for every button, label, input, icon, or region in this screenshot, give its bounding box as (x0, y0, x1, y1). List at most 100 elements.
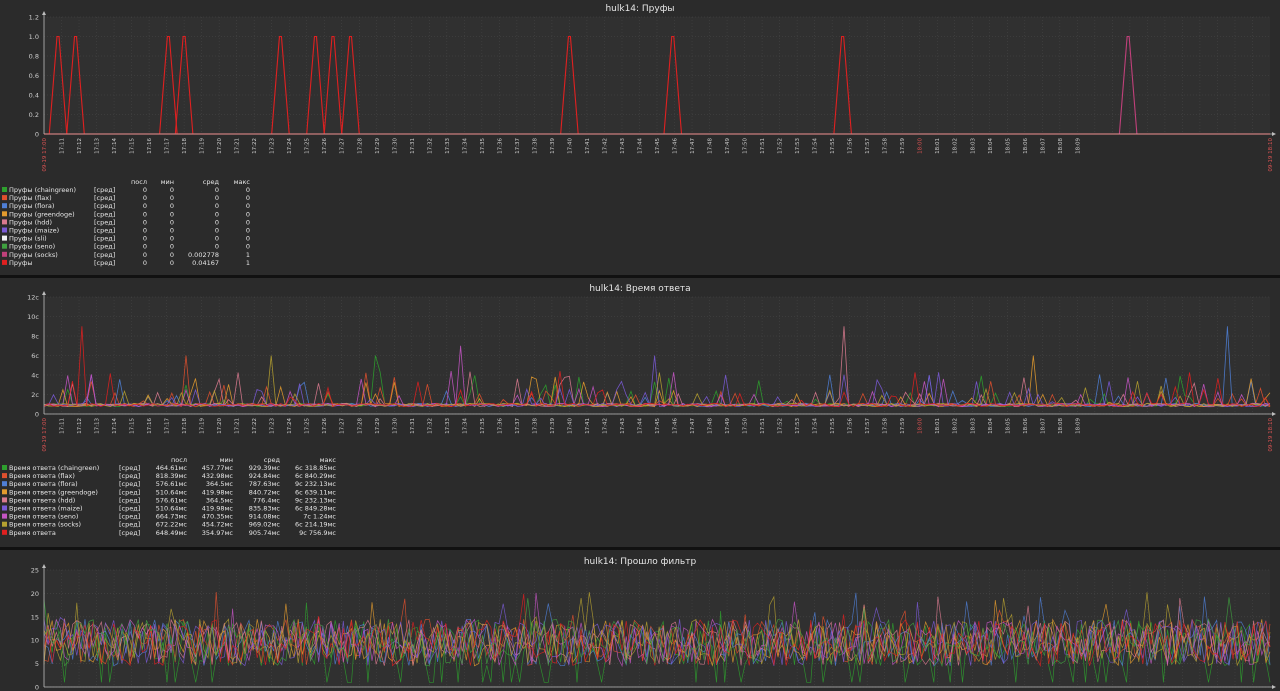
legend-stat: 0 (215, 243, 219, 251)
legend-stat: 672.22мс (156, 521, 188, 529)
x-tick-label: 17:33 (445, 418, 451, 434)
legend-stat: 0 (143, 243, 147, 251)
legend-series-name: Пруфы (sli) (9, 235, 47, 243)
x-tick-label: 17:15 (130, 418, 136, 434)
legend-stat: 787.63мс (249, 480, 281, 488)
legend-stat: 0 (143, 210, 147, 218)
legend-aggregate: [сред] (119, 472, 140, 480)
axes (42, 291, 1276, 416)
legend-stat: 0 (170, 259, 174, 267)
y-tick-label: 0.2 (29, 111, 39, 119)
legend-stat: 0 (246, 227, 250, 235)
spike (174, 35, 194, 135)
series-lines (43, 591, 1271, 683)
legend-stat: 364.5мс (206, 496, 234, 504)
legend-series-name: Пруфы (socks) (9, 251, 58, 259)
spike (341, 35, 360, 135)
series-line (43, 355, 1271, 408)
x-tick-label: 17:49 (725, 138, 731, 154)
legend-stat: 0 (215, 186, 219, 194)
legend-stat: 364.5мс (206, 480, 234, 488)
legend-swatch (2, 473, 7, 479)
y-tick-label: 1.0 (29, 33, 39, 41)
x-tick-label: 17:35 (480, 418, 486, 434)
y-tick-label: 0 (35, 411, 39, 419)
x-tick-label: 17:30 (392, 418, 398, 434)
x-tick-label: 17:53 (795, 418, 801, 434)
y-tick-label: 10 (31, 637, 39, 645)
legend-aggregate: [сред] (119, 480, 140, 488)
spike (560, 35, 579, 135)
x-tick-label: 17:23 (270, 138, 276, 154)
x-tick-label: 17:19 (200, 138, 206, 154)
legend-swatch (2, 465, 7, 470)
legend-stat: 419.98мс (202, 488, 234, 496)
x-tick-label: 17:56 (848, 418, 854, 434)
legend-stat: 0 (215, 227, 219, 235)
x-tick-label: 17:22 (252, 138, 258, 154)
legend-stat: 0 (246, 235, 250, 243)
x-tick-label: 18:09 (1075, 418, 1081, 434)
x-axis-arrow (1272, 685, 1276, 689)
x-tick-label: 17:31 (410, 138, 416, 154)
legend-stat: 9c 756.9мс (299, 529, 336, 537)
legend-stat: 0 (143, 186, 147, 194)
x-tick-label: 17:23 (270, 418, 276, 434)
x-tick-label: 18:04 (988, 138, 994, 154)
legend-stat: 7c 1.24мс (303, 513, 336, 521)
legend-swatch (2, 529, 7, 535)
x-tick-label: 17:50 (743, 418, 749, 434)
y-tick-label: 10c (27, 313, 39, 321)
x-tick-label: 17:46 (673, 138, 679, 154)
legend-series-name: Время ответа (chaingreen) (9, 464, 99, 472)
x-tick-label: 17:26 (322, 418, 328, 434)
legend-series-name: Время ответа (flora) (9, 480, 78, 488)
x-tick-label: 17:35 (480, 138, 486, 154)
x-tick-label: 17:37 (515, 138, 521, 154)
axes (42, 11, 1276, 136)
legend-stat: 924.84мс (249, 472, 281, 480)
legend: посл мин сред макс Время ответа (chaingreen)… (2, 456, 336, 537)
panel-separator (0, 275, 1280, 278)
x-tick-labels: 17:11 17:12 17:13 17:14 17:15 17:16 17:17 17:18… (42, 418, 1274, 452)
legend-stat: 0 (246, 218, 250, 226)
legend-aggregate: [сред] (119, 521, 140, 529)
legend-stat: 914.08мс (249, 513, 281, 521)
x-tick-label: 17:41 (585, 418, 591, 434)
x-tick-label: 17:13 (95, 138, 101, 154)
legend-swatch (2, 227, 7, 233)
x-tick-label: 17:56 (848, 138, 854, 154)
legend-series-name: Время ответа (socks) (9, 521, 81, 529)
legend-swatch (2, 489, 7, 495)
y-tick-label: 6c (31, 352, 39, 360)
x-tick-label: 17:59 (900, 138, 906, 154)
legend-swatch (2, 251, 7, 257)
x-tick-label: 17:50 (743, 138, 749, 154)
legend-series-name: Пруфы (9, 259, 33, 267)
y-tick-label: 0.8 (29, 53, 39, 61)
x-tick-label: 18:08 (1058, 138, 1064, 154)
panel-title: hulk14: Время ответа (589, 284, 690, 294)
y-tick-label: 8c (31, 333, 39, 341)
legend-stat: 0 (246, 210, 250, 218)
legend-stat: 0 (246, 243, 250, 251)
y-tick-label: 0.4 (29, 92, 39, 100)
x-tick-label: 18:06 (1023, 418, 1029, 434)
panel-title: hulk14: Прошло фильтр (584, 557, 697, 567)
x-tick-label: 18:02 (953, 138, 959, 154)
y-tick-labels: 0 2c 4c 6c 8c 10c 12c (27, 294, 39, 419)
spike (306, 35, 325, 135)
x-tick-label: 17:36 (497, 418, 503, 434)
x-tick-label: 18:07 (1040, 418, 1046, 434)
x-tick-label: 17:12 (77, 138, 83, 154)
x-tick-labels: 17:11 17:12 17:13 17:14 17:15 17:16 17:17 17:18… (42, 138, 1274, 172)
legend-aggregate: [сред] (119, 505, 140, 513)
legend-aggregate: [сред] (94, 243, 115, 251)
x-tick-label: 17:48 (708, 138, 714, 154)
legend-stat: 929.39мс (249, 464, 281, 472)
spike (271, 35, 290, 135)
legend-stat: 0 (246, 202, 250, 210)
x-tick-label: 17:27 (340, 418, 346, 434)
spike (833, 35, 852, 135)
panel-response-time: hulk14: Время ответа 0 2c 4c 6c 8c 10c 12c 17:… (2, 284, 1276, 537)
